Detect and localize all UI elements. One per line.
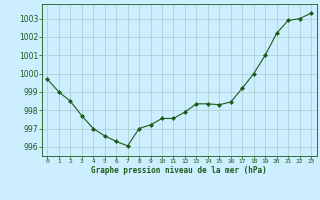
X-axis label: Graphe pression niveau de la mer (hPa): Graphe pression niveau de la mer (hPa) (91, 166, 267, 175)
